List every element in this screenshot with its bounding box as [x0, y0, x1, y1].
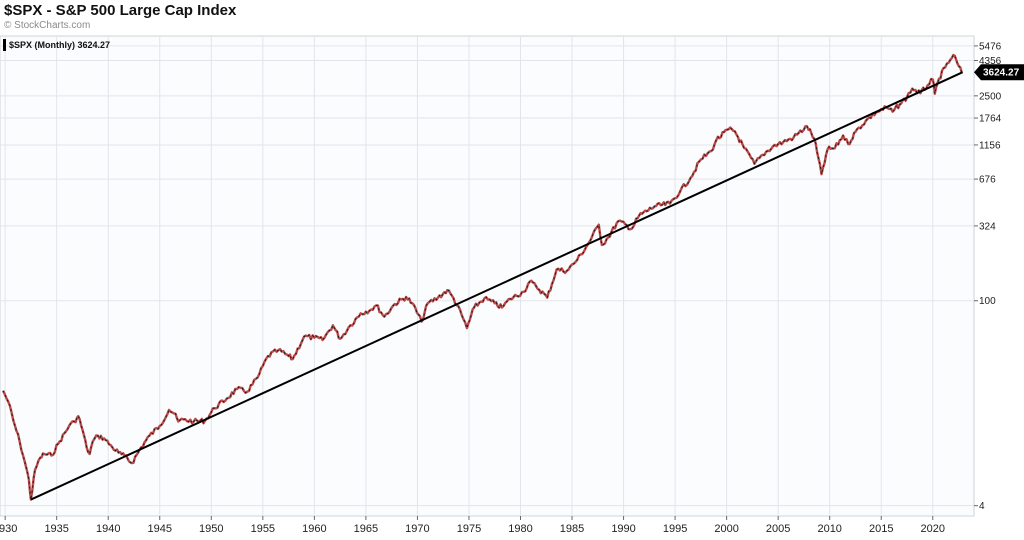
- y-tick-label: 4356: [979, 56, 1002, 67]
- y-tick-label: 1764: [979, 114, 1002, 125]
- x-tick-label: 1945: [148, 523, 172, 535]
- last-price-label: 3624.27: [974, 64, 1024, 81]
- x-tick-label: 2010: [817, 523, 841, 535]
- x-tick-label: 1990: [611, 523, 635, 535]
- trendline-group: [30, 71, 964, 501]
- price-line-red: [2, 53, 963, 501]
- x-tick-label: 1980: [508, 523, 532, 535]
- x-tick-label: 2005: [766, 523, 790, 535]
- trendline: [30, 71, 964, 501]
- x-tick-label: 1965: [354, 523, 378, 535]
- y-tick-label: 324: [979, 221, 996, 232]
- legend-marker: [3, 39, 6, 51]
- x-tick-label: 1975: [457, 523, 481, 535]
- price-series: [2, 53, 963, 501]
- x-tick-label: 1955: [251, 523, 275, 535]
- last-price-badge: [974, 64, 1024, 81]
- chart-credit: © StockCharts.com: [4, 20, 91, 31]
- plot-area: [0, 35, 975, 517]
- legend-label: $SPX (Monthly) 3624.27: [9, 40, 110, 50]
- x-tick-label: 1970: [405, 523, 429, 535]
- x-axis: 1930 1935 1940 1945 1950 1955 1960 1965 1970 1975…: [0, 516, 945, 535]
- x-tick-label: 2000: [714, 523, 738, 535]
- x-tick-label: 1950: [199, 523, 223, 535]
- legend: $SPX (Monthly) 3624.27: [3, 39, 110, 51]
- y-axis: 4 100 324 676 1156 1764 2500 4356 5476: [974, 41, 1002, 512]
- x-tick-label: 1935: [44, 523, 68, 535]
- x-tick-label: 1995: [663, 523, 687, 535]
- x-tick-label: 1960: [302, 523, 326, 535]
- x-tick-label: 1940: [96, 523, 120, 535]
- y-tick-label: 100: [979, 296, 996, 307]
- x-tick-label: 2020: [921, 523, 945, 535]
- last-price-text: 3624.27: [983, 68, 1020, 79]
- y-tick-label: 1156: [979, 140, 1001, 151]
- y-tick-label: 676: [979, 175, 996, 186]
- y-tick-label: 4: [979, 501, 985, 512]
- y-tick-label: 2500: [979, 91, 1002, 102]
- x-tick-label: 1985: [560, 523, 584, 535]
- x-tick-label: 2015: [869, 523, 893, 535]
- y-tick-label: 5476: [979, 41, 1002, 52]
- chart-header: $SPX - S&P 500 Large Cap Index © StockCh…: [0, 0, 1024, 36]
- x-tick-label: 1930: [0, 523, 17, 535]
- chart-title: $SPX - S&P 500 Large Cap Index: [4, 2, 237, 19]
